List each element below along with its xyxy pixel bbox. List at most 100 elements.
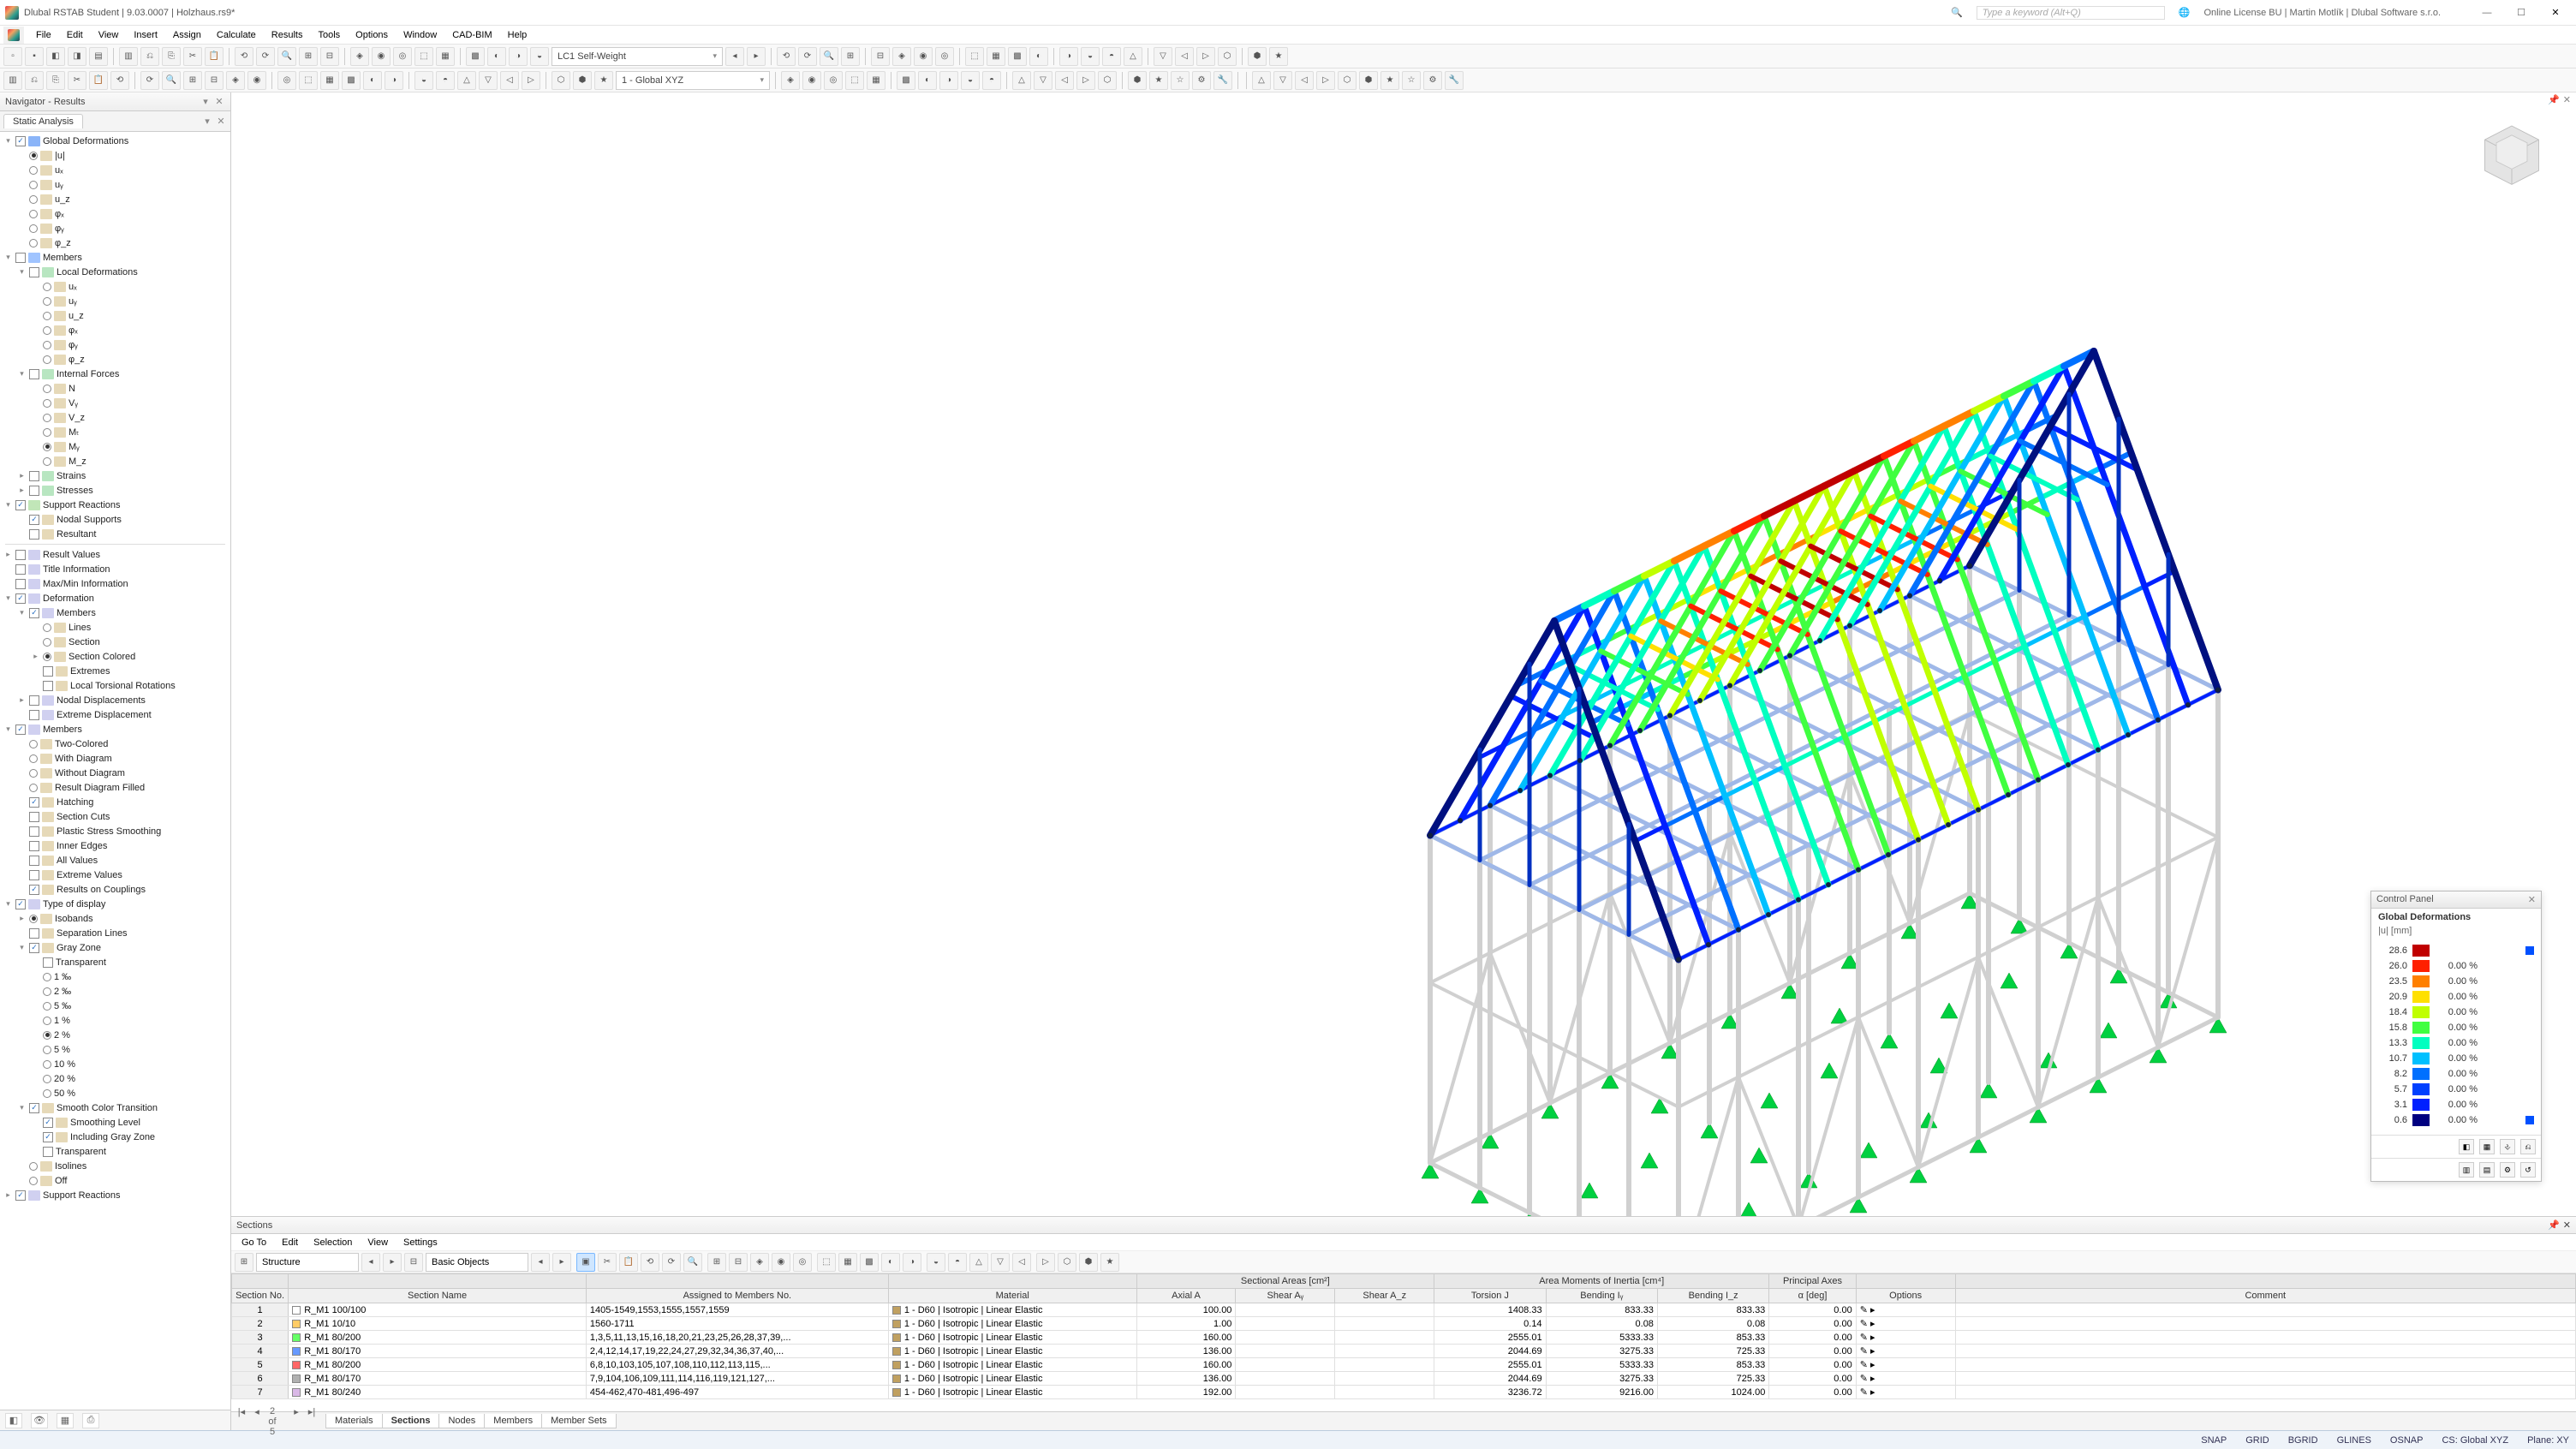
toolbar-button[interactable]: ◉ [802,71,821,90]
menu-tools[interactable]: Tools [311,28,347,42]
sections-tab[interactable]: Member Sets [541,1414,616,1428]
toolbar-button[interactable]: △ [1252,71,1271,90]
tree-radio[interactable] [43,1046,51,1054]
tree-checkbox[interactable] [29,608,39,618]
sections-structure-combo[interactable]: Structure [256,1253,359,1272]
close-button[interactable]: ✕ [2540,3,2571,22]
tree-checkbox[interactable] [43,681,53,691]
toolbar-button[interactable]: ✂ [183,47,202,66]
tree-node[interactable]: Hatching [0,795,230,809]
tree-node[interactable]: ▾Members [0,605,230,620]
toolbar-button[interactable]: ⊞ [183,71,202,90]
tree-node[interactable]: Lines [0,620,230,635]
tree-node[interactable]: ▸Stresses [0,483,230,498]
tree-node[interactable]: N [0,381,230,396]
tree-checkbox[interactable] [15,500,26,510]
tree-node[interactable]: With Diagram [0,751,230,766]
tree-checkbox[interactable] [43,957,53,968]
tree-node[interactable]: ▸Nodal Displacements [0,693,230,707]
tree-node[interactable]: 2 % [0,1028,230,1042]
tree-node[interactable]: V_z [0,410,230,425]
menu-cadbim[interactable]: CAD-BIM [445,28,498,42]
toolbar-button[interactable]: △ [457,71,476,90]
nav-tab-close-icon[interactable]: ✕ [215,116,227,127]
toolbar-button[interactable]: ⊟ [205,71,224,90]
toolbar-button[interactable]: ◒ [927,1253,945,1272]
toolbar-button[interactable]: ⬚ [414,47,433,66]
tree-node[interactable]: M_z [0,454,230,468]
toolbar-button[interactable]: ▩ [897,71,915,90]
tree-radio[interactable] [29,769,38,778]
toolbar-button[interactable]: ◁ [1012,1253,1031,1272]
nav-foot-btn-2[interactable]: 👁 [31,1413,48,1428]
toolbar-button[interactable]: ▥ [3,71,22,90]
tree-node[interactable]: Title Information [0,562,230,576]
toolbar-button[interactable]: ⬡ [1338,71,1357,90]
tree-radio[interactable] [29,195,38,204]
tree-radio[interactable] [29,239,38,247]
tree-node[interactable]: uᵧ [0,294,230,308]
tree-radio[interactable] [29,166,38,175]
toolbar-button[interactable]: ◈ [781,71,800,90]
tree-checkbox[interactable] [15,550,26,560]
keyword-search-input[interactable]: Type a keyword (Alt+Q) [1977,6,2165,20]
toolbar-button[interactable]: ⬢ [1128,71,1147,90]
toolbar-button[interactable]: ◈ [226,71,245,90]
tree-node[interactable]: Extreme Values [0,868,230,882]
tree-checkbox[interactable] [15,253,26,263]
sections-tab[interactable]: Members [484,1414,542,1428]
toolbar-button[interactable]: ◓ [948,1253,967,1272]
tree-node[interactable]: ▾Global Deformations [0,134,230,148]
tree-node[interactable]: Mᵧ [0,439,230,454]
control-panel-foot-button[interactable]: ⚙ [2500,1162,2515,1178]
sections-tab[interactable]: Sections [382,1414,440,1428]
tree-radio[interactable] [29,152,38,160]
tree-checkbox[interactable] [15,579,26,589]
toolbar-button[interactable]: ◈ [750,1253,769,1272]
toolbar-button[interactable]: ◉ [372,47,391,66]
toolbar-button[interactable]: ◓ [436,71,455,90]
tree-checkbox[interactable] [29,369,39,379]
toolbar-button[interactable]: ◐ [363,71,382,90]
tree-node[interactable]: Transparent [0,1144,230,1159]
table-row[interactable]: 2 R_M1 10/10 1560-1711 1 - D60 | Isotrop… [232,1317,2576,1331]
toolbar-button[interactable]: ⊞ [707,1253,726,1272]
tree-checkbox[interactable] [29,695,39,706]
nav-foot-btn-4[interactable]: ⎙ [82,1413,99,1428]
tree-node[interactable]: φᵧ [0,337,230,352]
toolbar-button[interactable]: ⊞ [299,47,318,66]
toolbar-button[interactable]: ⟲ [641,1253,659,1272]
3d-viewport[interactable]: 📌 ✕ Control Panel✕ Global Deformations |… [231,92,2576,1216]
maximize-button[interactable]: ☐ [2506,3,2537,22]
tree-radio[interactable] [43,355,51,364]
toolbar-button[interactable]: ▦ [320,71,339,90]
toolbar-button[interactable]: ⬡ [1098,71,1117,90]
menu-view[interactable]: View [92,28,126,42]
minimize-button[interactable]: — [2472,3,2502,22]
tree-radio[interactable] [43,385,51,393]
toolbar-button[interactable]: ⎘ [162,47,181,66]
sections-objects-combo[interactable]: Basic Objects [426,1253,528,1272]
table-row[interactable]: 7 R_M1 80/240 454-462,470-481,496-497 1 … [232,1386,2576,1399]
tree-radio[interactable] [29,1162,38,1171]
toolbar-button[interactable]: ⬚ [965,47,984,66]
status-item[interactable]: CS: Global XYZ [2442,1435,2508,1446]
toolbar-button[interactable]: 🔍 [277,47,296,66]
toolbar-button[interactable]: ◑ [903,1253,921,1272]
toolbar-button[interactable]: ⚙ [1423,71,1442,90]
page-first-button[interactable]: |◂ [235,1406,248,1437]
tree-radio[interactable] [29,754,38,763]
menu-results[interactable]: Results [265,28,310,42]
toolbar-button[interactable]: ⬢ [573,71,592,90]
control-panel-foot-button[interactable]: ⎀ [2500,1139,2515,1154]
toolbar-button[interactable]: 🔍 [162,71,181,90]
tree-radio[interactable] [43,341,51,349]
tree-node[interactable]: ▾Local Deformations [0,265,230,279]
toolbar-button[interactable]: ★ [1100,1253,1119,1272]
tree-node[interactable]: Smoothing Level [0,1115,230,1130]
tree-node[interactable]: ▾Support Reactions [0,498,230,512]
toolbar-button[interactable]: ⊟ [320,47,339,66]
toolbar-button[interactable]: ⬚ [299,71,318,90]
toolbar-button[interactable]: 🔧 [1445,71,1464,90]
menu-file[interactable]: File [29,28,58,42]
